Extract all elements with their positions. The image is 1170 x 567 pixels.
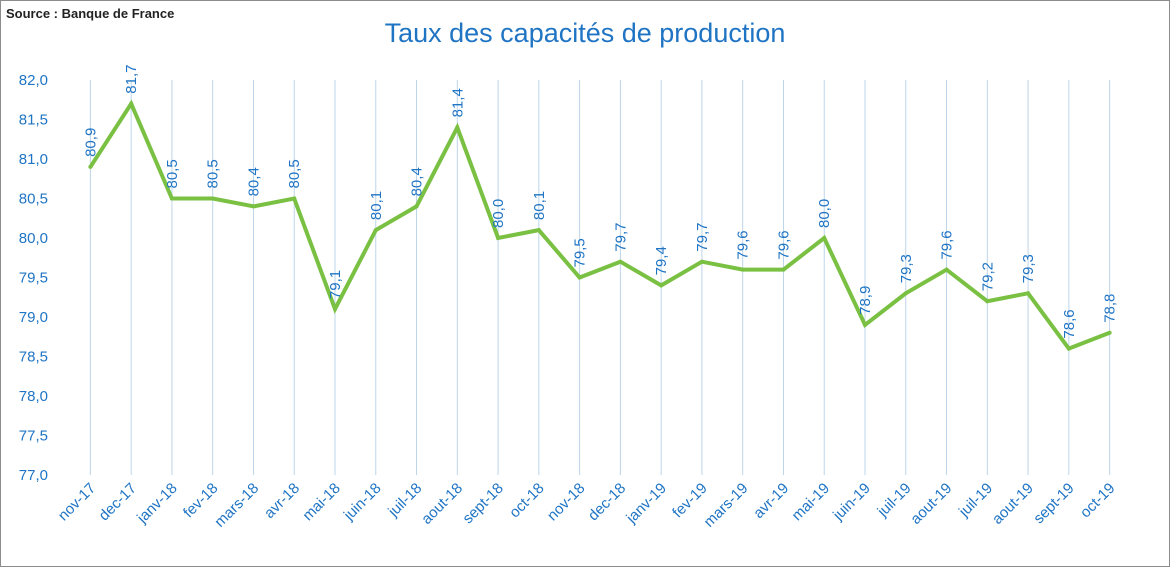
x-tick-label: mars-18 [211,480,262,531]
data-label: 78,9 [857,286,874,315]
x-tick-label: aout-19 [989,480,1037,528]
x-tick-label: aout-18 [418,480,466,528]
data-label: 80,5 [205,159,222,188]
data-label: 79,7 [694,222,711,251]
data-label: 80,4 [245,167,262,196]
data-label: 79,1 [327,270,344,299]
data-label: 79,6 [775,230,792,259]
x-tick-label: nov-18 [544,480,588,524]
y-axis: 77,0 77,5 78,0 78,5 79,0 79,5 80,0 80,5 81,0 81,5… [19,72,48,484]
data-point [659,283,664,288]
data-point [822,236,827,240]
data-label: 79,3 [898,254,915,283]
data-point [903,291,908,296]
x-tick-label: janv-18 [133,480,181,528]
x-tick-label: aout-19 [907,480,955,528]
x-tick-label: oct-19 [1077,480,1119,522]
data-label: 81,7 [123,64,140,93]
data-label: 79,4 [653,246,670,275]
data-labels: 80,9 81,7 80,5 80,5 80,4 80,5 79,1 80,1 80,4 81,4… [82,64,1118,338]
y-tick-label: 77,0 [19,467,48,484]
data-point [536,228,541,233]
data-label: 80,5 [286,159,303,188]
chart-title: Taux des capacités de production [384,18,786,48]
data-label: 79,3 [1020,254,1037,283]
data-point [129,101,134,106]
data-point [414,204,419,209]
x-tick-label: juin-19 [829,480,874,525]
data-label: 79,6 [735,230,752,259]
series-line [88,99,1111,352]
series [88,99,1112,352]
data-point [455,125,460,130]
y-tick-label: 79,0 [19,309,48,326]
data-label: 80,4 [409,167,426,196]
data-point [577,275,582,280]
data-point [781,267,786,272]
y-tick-label: 80,0 [19,230,48,247]
data-point [88,164,93,169]
data-point [863,322,867,327]
data-label: 80,0 [490,199,507,228]
data-point [944,267,949,272]
x-tick-label: oct-18 [506,480,548,522]
data-point [251,204,256,209]
x-tick-label: janv-19 [622,480,670,528]
data-label: 80,9 [82,128,99,157]
data-label: 80,5 [164,159,181,188]
data-point [333,307,337,312]
x-tick-label: dec-18 [585,480,629,524]
data-point [699,259,704,264]
data-point [985,299,990,304]
y-tick-label: 77,5 [19,428,48,445]
data-label: 79,5 [572,238,589,267]
data-point [740,267,745,272]
x-tick-label: nov-17 [55,480,99,524]
data-point [1066,346,1071,351]
data-label: 79,2 [979,262,996,291]
y-tick-label: 82,0 [19,72,48,89]
data-label: 79,7 [612,222,629,251]
data-label: 80,1 [368,191,385,220]
data-point [1107,330,1112,335]
y-tick-label: 78,5 [19,349,48,366]
source-note: Source : Banque de France [6,6,175,21]
data-label: 79,6 [939,230,956,259]
x-tick-label: mars-19 [701,480,752,531]
data-point [1026,291,1031,296]
data-point [292,196,297,201]
data-point [618,259,623,264]
x-tick-label: avr-18 [261,480,303,522]
data-point [169,196,174,201]
x-tick-label: sept-19 [1030,480,1077,527]
x-tick-label: sept-18 [459,480,506,527]
y-tick-label: 79,5 [19,270,48,287]
y-tick-label: 81,5 [19,112,48,129]
grid-lines [89,80,1111,475]
y-tick-label: 81,0 [19,151,48,168]
x-tick-label: dec-17 [96,480,140,524]
x-tick-label: juin-18 [340,480,385,525]
data-label: 78,6 [1061,309,1078,338]
x-tick-label: mai-19 [789,480,833,524]
data-point [210,196,215,201]
data-point [496,236,501,240]
y-tick-label: 80,5 [19,191,48,208]
x-tick-label: avr-19 [750,480,792,522]
data-label: 80,0 [816,199,833,228]
data-label: 81,4 [449,88,466,117]
data-point [373,228,378,233]
data-label: 80,1 [531,191,548,220]
x-tick-label: mai-18 [299,480,343,524]
y-tick-label: 78,0 [19,388,48,405]
data-label: 78,8 [1102,294,1119,323]
